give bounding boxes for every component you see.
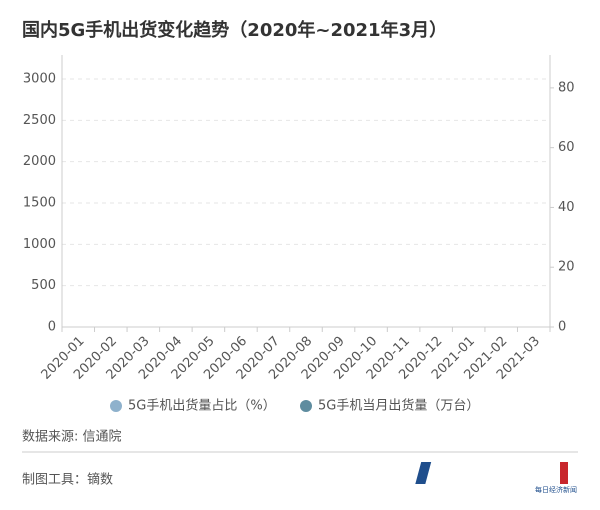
logo-mark — [415, 462, 432, 484]
chart-title: 国内5G手机出货变化趋势（2020年~2021年3月） — [22, 19, 447, 41]
y2-tick-label: 20 — [558, 260, 575, 275]
logo: 每日经济新闻 — [415, 462, 577, 494]
source: 数据来源: 信通院 — [22, 430, 122, 445]
y-tick-label: 0 — [48, 320, 56, 335]
legend-label: 5G手机出货量占比（%） — [128, 398, 276, 414]
y-tick-label: 1000 — [23, 237, 56, 252]
tool: 制图工具：镝数 — [22, 472, 113, 488]
y2-tick-label: 0 — [558, 320, 566, 335]
y-tick-label: 1500 — [23, 195, 56, 210]
y2-tick-label: 80 — [558, 80, 575, 95]
y-tick-label: 3000 — [23, 71, 56, 86]
legend-swatch — [110, 400, 122, 412]
y-tick-label: 2500 — [23, 113, 56, 128]
legend-label: 5G手机当月出货量（万台） — [318, 398, 479, 414]
y2-tick-label: 40 — [558, 200, 575, 215]
y-tick-label: 500 — [31, 278, 56, 293]
logo-mark — [560, 462, 568, 484]
legend-swatch — [300, 400, 312, 412]
y2-tick-label: 60 — [558, 140, 575, 155]
logo-text: 每日经济新闻 — [535, 485, 577, 494]
y-tick-label: 2000 — [23, 154, 56, 169]
